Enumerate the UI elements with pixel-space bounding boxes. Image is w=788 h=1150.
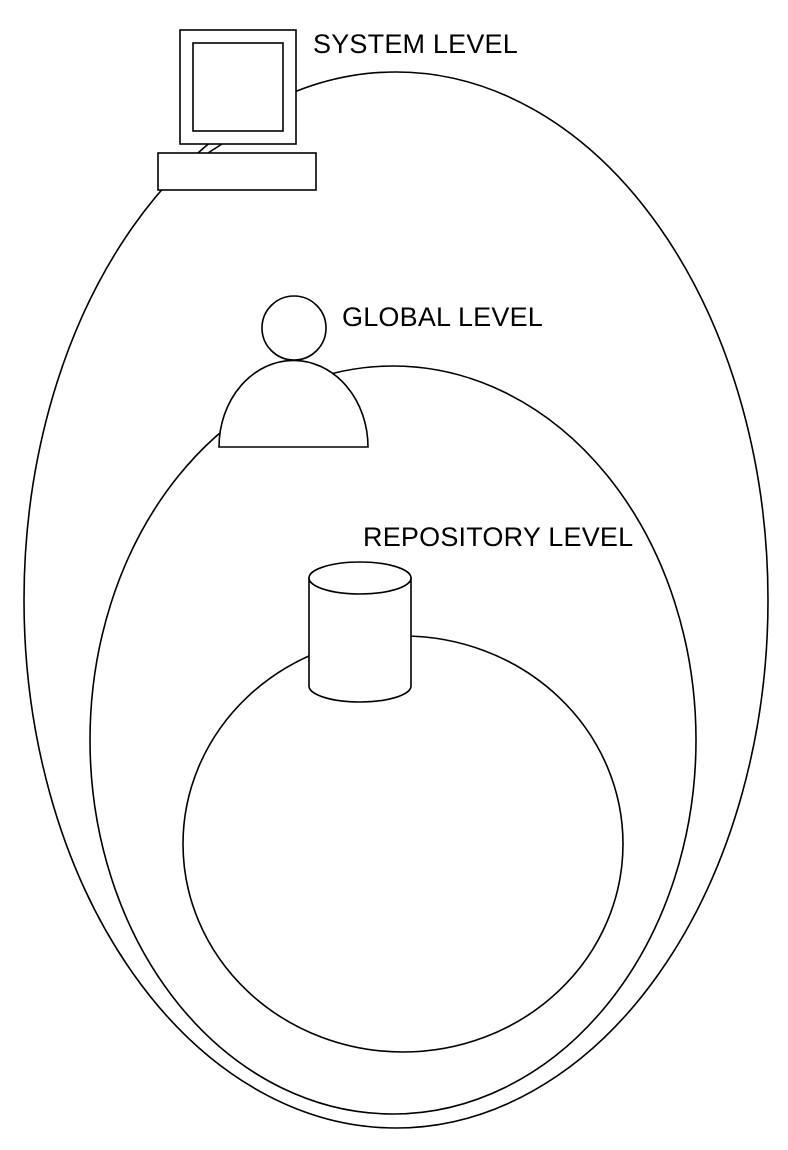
database-icon: [308, 561, 412, 703]
repository-level-label: REPOSITORY LEVEL: [363, 522, 633, 552]
system-level-label: SYSTEM LEVEL: [313, 29, 518, 59]
global-level-label: GLOBAL LEVEL: [342, 302, 543, 332]
computer-icon: [157, 29, 317, 191]
repository-level-scope: [182, 635, 624, 1053]
system-level-scope: [23, 71, 769, 1129]
global-level-scope: [89, 365, 697, 1115]
user-icon: [218, 295, 369, 448]
